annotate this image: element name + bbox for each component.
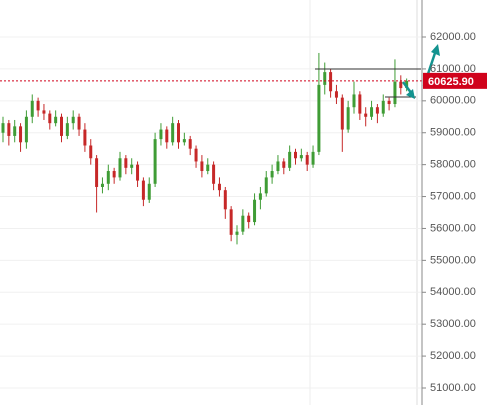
y-tick-label: 56000.00 — [430, 222, 476, 234]
candle-body — [370, 107, 374, 117]
candle-body — [48, 113, 52, 124]
candle-body — [288, 151, 292, 168]
y-tick-label: 61000.00 — [430, 63, 476, 75]
price-axis: 51000.00 52000.00 53000.00 54000.00 55000.00… — [422, 31, 487, 394]
candle-body — [65, 123, 69, 136]
candle-body — [24, 116, 28, 143]
candle-body — [83, 129, 87, 146]
candle-body — [13, 126, 17, 136]
candle-body — [352, 94, 356, 108]
candle-body — [124, 158, 128, 168]
candle-body — [171, 123, 175, 143]
candle-body — [334, 91, 338, 98]
candle-body — [100, 183, 104, 187]
candle-body — [95, 158, 99, 187]
last-price-tag — [423, 72, 487, 89]
candle-body — [42, 110, 46, 114]
y-tick-label: 58000.00 — [430, 159, 476, 171]
candle-body — [60, 116, 63, 136]
y-tick-label: 55000.00 — [430, 254, 476, 266]
y-tick-label: 52000.00 — [430, 350, 476, 362]
candle-body — [177, 123, 180, 143]
y-tick-label: 51000.00 — [430, 382, 476, 394]
candle-body — [358, 94, 362, 114]
candle-body — [112, 171, 116, 178]
candle-body — [241, 215, 245, 232]
candle-body — [282, 161, 286, 168]
candle-body — [71, 116, 75, 124]
candle-body — [130, 164, 134, 168]
candle-body — [19, 126, 23, 143]
candle-body — [294, 151, 297, 159]
candle-body — [235, 231, 239, 235]
candle-body — [405, 80, 409, 89]
candle-body — [212, 164, 216, 184]
candle-body — [253, 199, 257, 223]
y-tick-label: 57000.00 — [430, 190, 476, 202]
candle-body — [30, 100, 34, 117]
candle-body — [217, 183, 221, 191]
candle-body — [118, 158, 122, 178]
candle-body — [36, 100, 40, 111]
last-price-label: 60625.90 — [428, 76, 474, 88]
candle-body — [393, 81, 397, 105]
candle-body — [229, 209, 233, 235]
candle-body — [182, 139, 186, 143]
candle-body — [276, 161, 280, 172]
candle-body — [364, 113, 368, 117]
candle-body — [270, 171, 274, 178]
candle-body — [311, 151, 315, 165]
candle-body — [89, 145, 93, 159]
candle-body — [247, 215, 251, 223]
candle-body — [194, 148, 198, 162]
candle-body — [375, 107, 379, 114]
candle-body — [165, 129, 169, 143]
arrow-up-head — [431, 44, 440, 56]
candle-body — [136, 164, 140, 181]
candle-body — [153, 139, 157, 184]
y-tick-label: 60000.00 — [430, 95, 476, 107]
candle-body — [399, 81, 403, 89]
candle-body — [106, 171, 110, 184]
candle-body — [346, 107, 350, 130]
y-tick-label: 53000.00 — [430, 318, 476, 330]
candle-body — [147, 183, 151, 200]
y-tick-label: 54000.00 — [430, 286, 476, 298]
arrow-down-head — [406, 89, 415, 99]
candle-body — [329, 72, 333, 92]
candle-body — [305, 155, 309, 165]
candle-body — [317, 84, 321, 152]
candle-body — [188, 139, 192, 149]
candle-body — [381, 100, 385, 114]
candle-body — [264, 177, 268, 194]
candle-body — [200, 161, 204, 172]
candle-body — [387, 100, 391, 105]
candle-body — [206, 164, 210, 172]
y-tick-label: 59000.00 — [430, 127, 476, 139]
candle-body — [340, 97, 344, 130]
candle-body — [258, 193, 262, 200]
y-tick-label: 62000.00 — [430, 31, 476, 43]
candle-body — [77, 116, 81, 130]
candle-body — [54, 116, 58, 124]
candle-body — [141, 180, 145, 200]
candle-body — [299, 155, 303, 159]
candle-body — [323, 72, 327, 85]
drawing-tools — [315, 44, 440, 99]
candle-body — [223, 190, 227, 210]
candle-body — [159, 129, 163, 140]
candle-body — [7, 123, 11, 136]
candle-body — [1, 123, 5, 133]
